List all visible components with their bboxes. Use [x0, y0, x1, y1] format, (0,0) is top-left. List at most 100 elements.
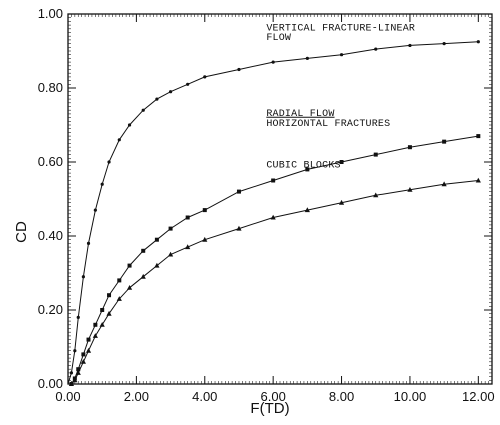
x-tick-label: 4.00 — [192, 389, 217, 404]
x-tick-label: 2.00 — [124, 389, 149, 404]
series-2 — [68, 134, 481, 386]
x-axis-label: F(TD) — [250, 400, 289, 417]
data-point — [80, 359, 86, 364]
y-tick-label: 0.20 — [38, 302, 63, 317]
series-layer — [67, 40, 481, 386]
axis-ticks — [67, 13, 492, 385]
y-tick-label: 0.40 — [38, 228, 63, 243]
data-point — [75, 370, 81, 375]
data-point — [117, 138, 121, 142]
frame-minor-ticks — [67, 13, 493, 385]
data-point — [99, 322, 105, 327]
data-point — [81, 352, 86, 357]
data-point — [72, 377, 78, 383]
data-point — [186, 82, 190, 86]
data-point — [374, 47, 378, 51]
data-point — [168, 90, 173, 94]
y-tick-label: 0.60 — [38, 154, 63, 169]
data-point — [373, 192, 379, 198]
data-point — [270, 214, 276, 220]
data-point — [127, 263, 132, 268]
data-point — [442, 139, 447, 144]
data-point — [93, 208, 97, 212]
data-point — [116, 296, 122, 301]
y-axis-label: CD — [13, 221, 30, 243]
x-tick-label: 6.00 — [261, 389, 286, 404]
data-point — [304, 207, 310, 213]
data-point — [141, 248, 146, 253]
data-point — [127, 123, 132, 127]
curve-annotation: HORIZONTAL FRACTURES — [266, 119, 390, 130]
data-point — [73, 349, 77, 353]
data-point — [236, 225, 242, 231]
data-point — [68, 381, 75, 386]
data-point — [271, 60, 275, 64]
y-tick-label: 0.80 — [38, 80, 63, 95]
data-point — [442, 42, 446, 46]
data-point — [407, 145, 412, 150]
data-point — [185, 244, 191, 250]
y-tick-label: 0.00 — [38, 376, 63, 391]
x-tick-label: 10.00 — [394, 389, 427, 404]
curve-annotation: FLOW — [266, 33, 291, 44]
data-point — [154, 262, 160, 268]
data-point — [76, 315, 80, 319]
curve-annotation: VERTICAL FRACTURE-LINEAR — [266, 24, 415, 35]
y-tick-labels: 0.00 0.20 0.40 0.60 0.80 1.00 — [38, 6, 63, 391]
data-point — [155, 97, 159, 101]
data-point — [305, 56, 309, 61]
x-tick-label: 12.00 — [462, 389, 495, 404]
data-point — [85, 347, 92, 353]
series-line — [68, 180, 479, 385]
data-point — [92, 333, 98, 338]
data-point — [236, 189, 241, 194]
data-point — [202, 208, 207, 213]
data-point — [203, 75, 207, 79]
series-1 — [67, 40, 480, 385]
x-tick-label: 0.00 — [55, 389, 80, 404]
data-point — [339, 53, 344, 57]
data-point — [408, 43, 412, 48]
curve-annotation: CUBIC BLOCKS — [266, 161, 340, 172]
data-point — [81, 275, 85, 279]
data-point — [475, 177, 481, 183]
y-tick-label: 1.00 — [38, 6, 63, 21]
data-point — [76, 367, 81, 372]
data-point — [476, 134, 481, 139]
data-point — [373, 152, 378, 157]
data-point — [86, 241, 91, 245]
data-point — [339, 160, 344, 164]
data-point — [93, 322, 98, 327]
data-point — [476, 40, 480, 44]
plot-frame — [67, 13, 493, 385]
data-point — [202, 236, 208, 242]
data-point — [86, 337, 91, 342]
data-point — [168, 226, 173, 231]
data-point — [305, 167, 310, 172]
data-point — [141, 108, 145, 112]
curve-annotation: RADIAL FLOW — [266, 109, 334, 120]
data-point — [237, 67, 241, 72]
series-line — [67, 41, 479, 385]
data-point — [107, 160, 111, 164]
data-point — [407, 186, 413, 192]
data-point — [167, 251, 174, 257]
data-point — [69, 371, 74, 375]
data-point — [140, 273, 146, 279]
data-point — [106, 310, 112, 316]
data-point — [185, 215, 190, 220]
data-point — [154, 237, 159, 242]
data-point — [100, 182, 104, 186]
x-tick-label: 8.00 — [329, 389, 354, 404]
data-point — [271, 178, 276, 183]
series-3 — [68, 177, 481, 386]
x-tick-labels: 0.00 2.00 4.00 6.00 8.00 10.00 12.00 — [55, 389, 494, 404]
data-point — [117, 278, 122, 283]
data-point — [441, 181, 447, 187]
series-line — [68, 135, 479, 385]
data-point — [107, 293, 112, 298]
data-point — [126, 285, 133, 290]
data-point — [100, 308, 105, 312]
